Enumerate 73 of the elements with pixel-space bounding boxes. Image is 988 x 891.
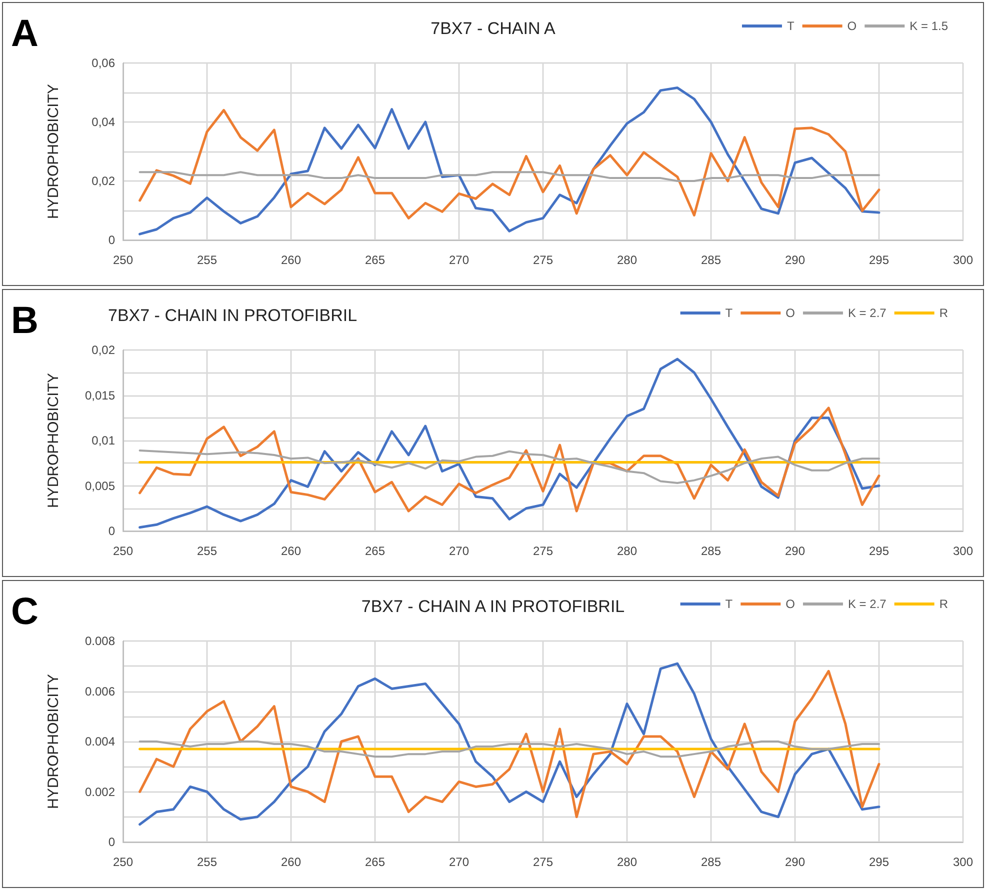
x-tick-label: 270 <box>448 855 470 869</box>
y-axis-title: HYDROPHOBICITY <box>45 84 62 220</box>
legend-label: K = 2.7 <box>848 597 887 611</box>
x-tick-label: 280 <box>616 855 638 869</box>
y-tick-label: 0.008 <box>84 634 116 648</box>
line-series <box>138 406 880 512</box>
legend-label: O <box>786 597 795 611</box>
x-tick-label: 290 <box>784 253 806 267</box>
legend-label: K = 1.5 <box>910 19 948 33</box>
text: B <box>11 300 38 342</box>
x-tick-label: 270 <box>448 253 470 267</box>
x-tick-label: 275 <box>532 855 554 869</box>
x-tick-label: 250 <box>112 855 134 869</box>
legend-label: T <box>786 19 795 33</box>
x-tick-label: 290 <box>784 544 806 558</box>
y-tick-label: 0.004 <box>84 734 116 748</box>
x-tick-label: 250 <box>112 253 134 267</box>
y-tick-label: 0,02 <box>92 343 116 357</box>
chart-title: 7BX7 - CHAIN A <box>430 19 556 38</box>
y-tick-label: 0 <box>108 524 116 538</box>
legend-label: O <box>786 306 795 320</box>
legend-label: R <box>939 306 948 320</box>
x-tick-label: 275 <box>532 253 554 267</box>
y-tick-label: 0,01 <box>92 434 116 448</box>
x-tick-label: 295 <box>868 253 890 267</box>
y-tick-label: 0,02 <box>92 174 116 188</box>
x-tick-label: 290 <box>784 855 806 869</box>
y-axis-title: HYDROPHOBICITY <box>45 372 62 508</box>
y-tick-label: 0.002 <box>84 784 116 799</box>
y-tick-label: 0,04 <box>92 115 116 129</box>
x-tick-label: 265 <box>364 544 386 558</box>
x-tick-label: 265 <box>364 253 386 267</box>
x-tick-label: 260 <box>280 855 302 869</box>
legend-label: O <box>847 19 857 33</box>
x-tick-label: 285 <box>700 253 722 267</box>
y-tick-label: 0.006 <box>84 684 116 698</box>
legend-label: R <box>939 597 948 611</box>
x-tick-label: 280 <box>616 253 638 267</box>
x-tick-label: 300 <box>952 855 974 869</box>
line-series <box>138 740 880 758</box>
y-axis-title: HYDROPHOBICITY <box>45 674 62 810</box>
line-series <box>138 449 880 484</box>
line-series <box>138 171 880 182</box>
x-tick-label: 265 <box>364 855 386 869</box>
y-tick-label: 0,005 <box>84 478 116 493</box>
x-tick-label: 270 <box>448 544 470 558</box>
x-tick-label: 250 <box>112 544 134 558</box>
x-tick-label: 285 <box>700 855 722 869</box>
chart-title: 7BX7 - CHAIN A IN PROTOFIBRIL <box>361 597 625 616</box>
x-tick-label: 260 <box>280 253 302 267</box>
x-tick-label: 275 <box>532 544 554 558</box>
x-tick-label: 255 <box>196 544 218 558</box>
x-tick-label: 255 <box>196 855 218 869</box>
text: C <box>11 591 38 633</box>
x-tick-label: 295 <box>868 544 890 558</box>
line-series <box>138 86 880 236</box>
x-tick-label: 300 <box>952 544 974 558</box>
x-tick-label: 280 <box>616 544 638 558</box>
x-tick-label: 295 <box>868 855 890 869</box>
legend-label: K = 2.7 <box>848 306 887 320</box>
y-tick-label: 0,06 <box>92 56 116 70</box>
x-tick-label: 260 <box>280 544 302 558</box>
legend-label: T <box>725 597 734 611</box>
legend-label: T <box>725 306 734 320</box>
y-tick-label: 0,015 <box>84 388 116 402</box>
y-tick-label: 0 <box>108 233 116 247</box>
line-series <box>138 108 880 220</box>
x-tick-label: 255 <box>196 253 218 267</box>
y-tick-label: 0 <box>108 835 116 849</box>
chart-title: 7BX7 - CHAIN IN PROTOFIBRIL <box>108 306 358 325</box>
x-tick-label: 300 <box>952 253 974 267</box>
text: A <box>11 13 38 55</box>
x-tick-label: 285 <box>700 544 722 558</box>
